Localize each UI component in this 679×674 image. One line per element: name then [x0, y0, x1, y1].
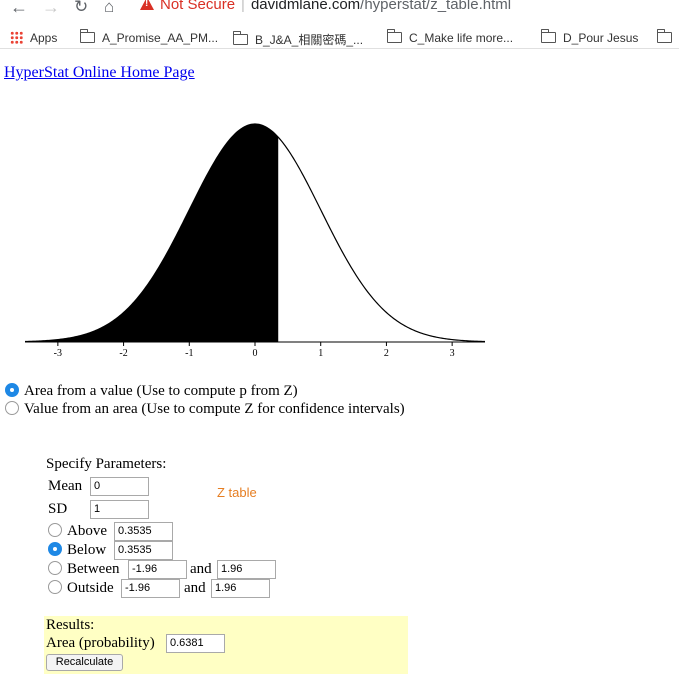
recalculate-button[interactable]: Recalculate	[46, 654, 123, 671]
mode-option-label: Area from a value (Use to compute p from…	[24, 383, 298, 399]
sd-label: SD	[48, 501, 68, 517]
option-between[interactable]: Between	[48, 560, 119, 578]
outside-label: Outside	[67, 580, 114, 596]
radio-button[interactable]	[48, 542, 62, 556]
mean-input[interactable]: 0	[90, 477, 149, 496]
bookmark-folder-a[interactable]: A_Promise_AA_PM...	[79, 29, 219, 45]
address-bar[interactable]: Not Secure | davidmlane.com/hyperstat/z_ta…	[140, 0, 679, 16]
bookmark-folder-c[interactable]: C_Make life more...	[386, 29, 514, 45]
results-title: Results:	[46, 617, 95, 633]
back-arrow-icon[interactable]: ←	[10, 0, 28, 17]
bookmark-overflow[interactable]	[656, 29, 679, 45]
outside-high-input[interactable]: 1.96	[211, 579, 270, 598]
between-label: Between	[67, 561, 120, 577]
url-text: davidmlane.com/hyperstat/z_table.html	[251, 0, 511, 13]
bookmark-folder-d[interactable]: D_Pour Jesus	[540, 29, 639, 45]
mode-option-label: Value from an area (Use to compute Z for…	[24, 401, 405, 417]
x-tick-label: -2	[119, 348, 127, 359]
density-curve	[24, 123, 486, 343]
bookmark-folder-b[interactable]: B_J&A_相關密碼_...	[232, 31, 364, 48]
option-outside[interactable]: Outside	[48, 579, 114, 597]
x-tick-label: -3	[54, 348, 62, 359]
bookmark-label: C_Make life more...	[409, 31, 514, 45]
bookmarks-bar: Apps A_Promise_AA_PM... B_J&A_相關密碼_... C…	[0, 27, 679, 49]
shaded-area	[25, 124, 279, 342]
security-label: Not Secure	[160, 0, 236, 13]
url-host: davidmlane.com	[250, 0, 361, 13]
folder-icon	[79, 29, 95, 43]
folder-icon	[232, 31, 248, 45]
home-icon[interactable]: ⌂	[104, 0, 115, 16]
x-tick-label: 2	[384, 348, 389, 359]
option-above[interactable]: Above	[48, 522, 107, 540]
x-tick-label: 1	[318, 348, 323, 359]
folder-icon	[656, 29, 672, 43]
radio-button[interactable]	[5, 401, 19, 415]
forward-arrow-icon[interactable]: →	[42, 0, 60, 17]
area-output[interactable]: 0.6381	[166, 634, 225, 653]
params-title: Specify Parameters:	[46, 456, 167, 472]
folder-icon	[540, 29, 556, 43]
mode-option-value-from-area[interactable]: Value from an area (Use to compute Z for…	[5, 400, 405, 418]
between-high-input[interactable]: 1.96	[217, 560, 276, 579]
radio-button[interactable]	[48, 580, 62, 594]
bookmark-label: D_Pour Jesus	[563, 31, 639, 45]
normal-distribution-chart: -3 -2 -1 0 1 2 3	[24, 123, 486, 359]
mean-label: Mean	[48, 478, 83, 494]
and-label: and	[190, 561, 212, 577]
mode-option-area-from-value[interactable]: Area from a value (Use to compute p from…	[5, 382, 298, 400]
below-input[interactable]: 0.3535	[114, 541, 173, 560]
apps-grid-icon	[10, 31, 23, 44]
sd-input[interactable]: 1	[90, 500, 149, 519]
reload-icon[interactable]: ↻	[74, 0, 89, 16]
radio-button[interactable]	[5, 383, 19, 397]
above-input[interactable]: 0.3535	[114, 522, 173, 541]
option-below[interactable]: Below	[48, 541, 106, 559]
x-tick-label: 0	[253, 348, 258, 359]
browser-toolbar: ← → ↻ ⌂ Not Secure | davidmlane.com/hypers…	[0, 0, 679, 22]
x-tick-label: 3	[450, 348, 455, 359]
between-low-input[interactable]: -1.96	[128, 560, 187, 579]
home-page-link[interactable]: HyperStat Online Home Page	[4, 64, 195, 81]
radio-button[interactable]	[48, 523, 62, 537]
folder-icon	[386, 29, 402, 43]
z-table-link[interactable]: Z table	[217, 485, 257, 500]
bookmark-label: A_Promise_AA_PM...	[102, 31, 219, 45]
outside-low-input[interactable]: -1.96	[121, 579, 180, 598]
radio-button[interactable]	[48, 561, 62, 575]
bookmark-label: Apps	[30, 31, 58, 45]
address-separator: |	[241, 0, 245, 13]
below-label: Below	[67, 542, 107, 558]
bookmark-label: B_J&A_相關密碼_...	[255, 33, 364, 47]
url-path: /hyperstat/z_table.html	[360, 0, 512, 13]
above-label: Above	[67, 523, 107, 539]
and-label: and	[184, 580, 206, 596]
bookmark-apps[interactable]: Apps	[10, 31, 57, 45]
area-label: Area (probability)	[46, 635, 155, 651]
x-tick-label: -1	[185, 348, 193, 359]
warning-icon	[140, 0, 154, 10]
